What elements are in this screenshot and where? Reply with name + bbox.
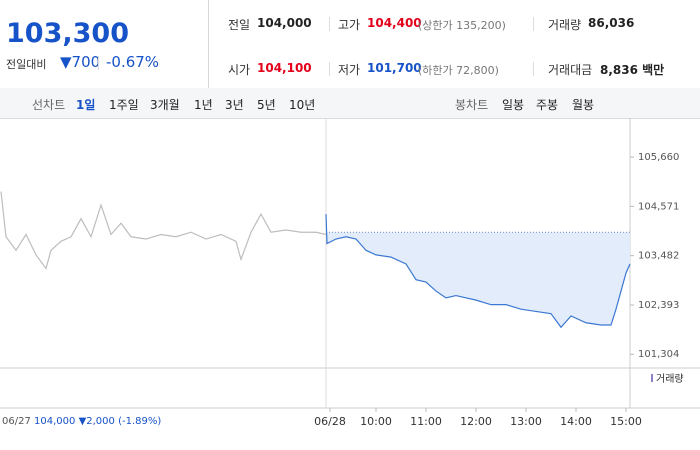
x-tick-label: 13:00: [510, 415, 542, 428]
x-tick-label: 12:00: [460, 415, 492, 428]
chart: 105,660 104,571 103,482 102,393 101,304 06/28…: [0, 118, 700, 428]
stat-value: 104,400: [367, 16, 422, 30]
y-tick-label: 104,571: [638, 201, 679, 212]
tab-label: 봉차트: [455, 98, 489, 112]
tab[interactable]: 10년: [289, 98, 316, 112]
footer-pct: (-1.89%): [118, 416, 162, 427]
change-label: 전일대비: [6, 58, 47, 71]
x-tick-label: 15:00: [610, 415, 642, 428]
area: [326, 214, 630, 328]
y-tick-label: 103,482: [638, 251, 679, 262]
price-box: 103,300 전일대비 ▼700 -0.67%: [0, 0, 209, 88]
tab[interactable]: 주봉: [536, 98, 559, 112]
stat-value: 101,700: [367, 61, 422, 75]
footer: 06/27 104,000 ▼2,000 (-1.89%): [2, 416, 161, 427]
tab-label: 선차트: [32, 98, 66, 112]
tab[interactable]: 3년: [225, 98, 244, 112]
legend-label: 거래량: [656, 373, 684, 385]
footer-date: 06/27: [2, 416, 31, 427]
stat-label: 전일: [228, 18, 251, 32]
stat-value: 104,000: [257, 16, 312, 30]
tab[interactable]: 1일: [76, 98, 96, 112]
tab[interactable]: 월봉: [572, 98, 595, 112]
stat-value: 8,836 백만: [600, 63, 665, 77]
y-tick-label: 101,304: [638, 349, 679, 360]
tab-bar: 선차트 1일 1주일 3개월 1년 3년 5년 10년 봉차트 일봉 주봉 월봉: [0, 88, 700, 119]
price-line: [0, 191, 327, 270]
change-pct: -0.67%: [106, 53, 160, 71]
tab[interactable]: 5년: [257, 98, 276, 112]
footer-change: ▼2,000: [78, 416, 115, 427]
change: ▼700: [60, 53, 101, 71]
footer-close: 104,000: [34, 416, 76, 427]
y-tick-label: 102,393: [638, 300, 679, 311]
x-tick-label: 11:00: [410, 415, 442, 428]
stat-label: 저가: [338, 63, 361, 77]
tab[interactable]: 1년: [194, 98, 213, 112]
stat-value: 104,100: [257, 61, 312, 75]
x-tick-label: 14:00: [560, 415, 592, 428]
stat-label: 시가: [228, 63, 251, 77]
tab[interactable]: 3개월: [150, 98, 180, 112]
header: 103,300 전일대비 ▼700 -0.67% 전일 104,000 고가 1…: [0, 0, 700, 89]
stat-value: 86,036: [588, 16, 635, 30]
stat-note: (상한가 135,200): [418, 19, 506, 32]
y-tick-label: 105,660: [638, 152, 679, 163]
stat-label: 거래대금: [548, 63, 593, 77]
stat-label: 고가: [338, 18, 361, 32]
legend-swatch: [651, 374, 653, 382]
stat-label: 거래량: [548, 18, 582, 32]
x-tick-label: 10:00: [360, 415, 392, 428]
price-line: [325, 214, 631, 329]
tab[interactable]: 일봉: [502, 98, 525, 112]
stat-note: (하한가 72,800): [418, 64, 499, 77]
x-tick-label: 06/28: [314, 415, 346, 428]
price: 103,300: [6, 18, 129, 49]
tab[interactable]: 1주일: [109, 98, 139, 112]
